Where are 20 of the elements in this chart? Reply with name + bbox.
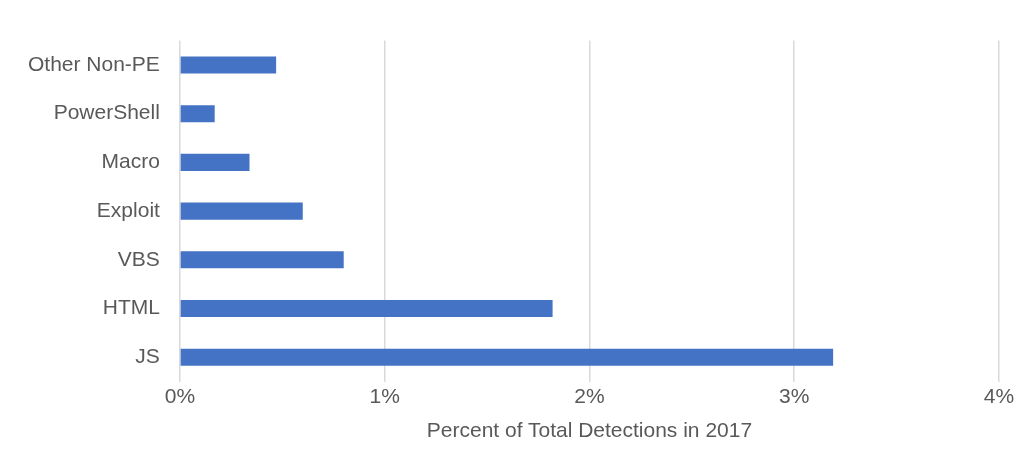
y-tick-label: Exploit: [96, 197, 161, 221]
x-tick-label: 2%: [574, 384, 605, 407]
bar: [180, 300, 553, 318]
bar: [180, 105, 215, 123]
x-tick-label: 3%: [779, 384, 810, 407]
x-axis-title: Percent of Total Detections in 2017: [426, 418, 753, 442]
y-tick-label: VBS: [117, 246, 160, 270]
y-tick-label: JS: [135, 344, 160, 368]
bar: [180, 251, 344, 269]
y-tick-label: PowerShell: [53, 100, 160, 124]
y-tick-label: HTML: [102, 295, 160, 319]
bar: [180, 56, 277, 74]
bar: [180, 153, 250, 171]
y-tick-label: Macro: [101, 149, 160, 173]
y-tick-label: Other Non-PE: [28, 51, 160, 75]
bar: [180, 202, 303, 220]
x-tick-label: 0%: [164, 384, 196, 407]
x-tick-label: 1%: [369, 384, 400, 407]
x-tick-label: 4%: [983, 384, 1015, 407]
bar: [180, 348, 834, 366]
